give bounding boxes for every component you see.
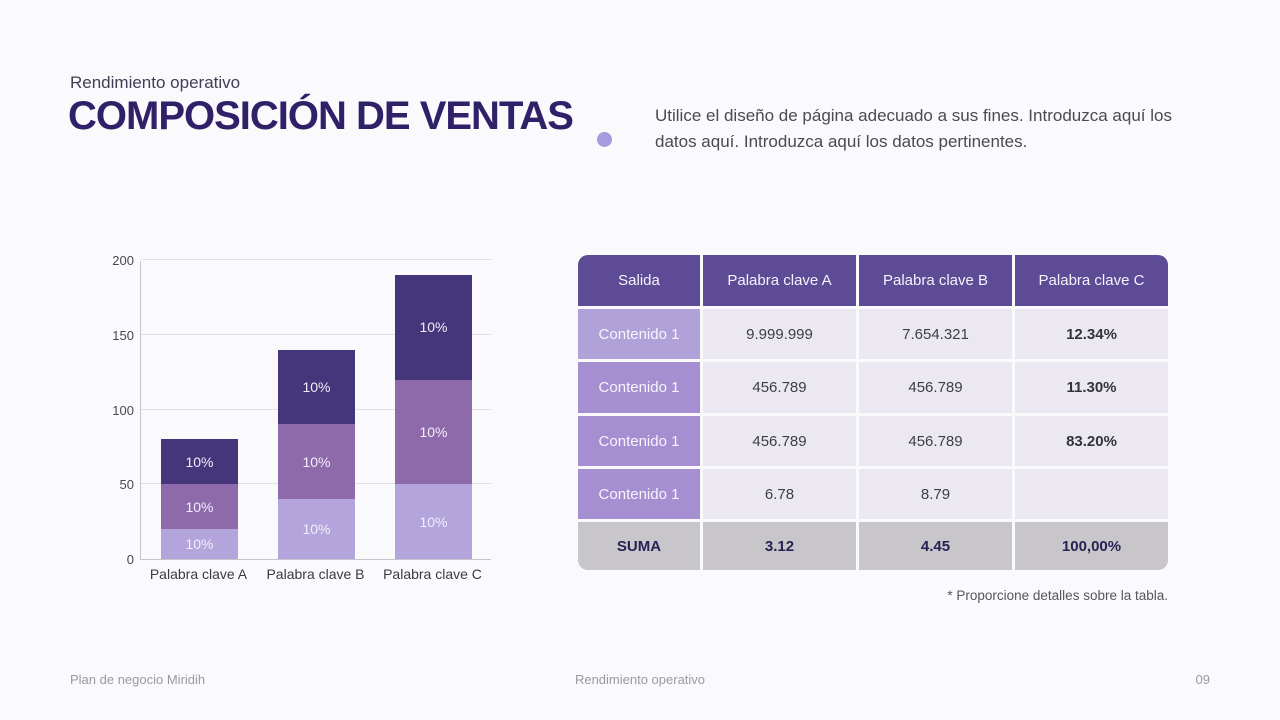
data-cell: 7.654.321 [859,309,1012,359]
bar-segment-segmento-inferior: 10% [395,484,472,559]
table-header-clave-a: Palabra clave A [703,255,856,306]
chart-plot: 0 50 100 150 200 10% 10% 10% 10% 10% 10% 10% 10% 10% [112,253,491,567]
data-cell: 6.78 [703,469,856,519]
data-cell: 456.789 [703,362,856,413]
data-table: Salida Palabra clave A Palabra clave B P… [578,255,1168,570]
sum-cell: 100,00% [1015,522,1168,570]
data-cell [1015,469,1168,519]
data-cell: 456.789 [859,416,1012,466]
y-axis-tick: 100 [112,402,134,418]
segment-data-label: 10% [419,319,448,336]
gridline [141,333,491,335]
data-cell: 12.34% [1015,309,1168,359]
page-title: COMPOSICIÓN DE VENTAS [68,94,574,138]
bar-segment-segmento-superior: 10% [278,349,355,425]
eyebrow-label: Rendimiento operativo [70,73,241,92]
table-header-clave-c: Palabra clave C [1015,255,1168,306]
data-cell: 8.79 [859,469,1012,519]
segment-data-label: 10% [419,423,448,440]
segment-data-label: 10% [185,536,214,553]
footer-section-title: Rendimiento operativo [574,672,706,687]
footer-document-title: Plan de negocio Miridih [70,672,206,687]
table-header-salida: Salida [578,255,700,306]
segment-data-label: 10% [302,453,331,470]
segment-data-label: 10% [419,513,448,530]
bar-segment-segmento-superior: 10% [161,439,238,485]
data-cell: 456.789 [859,362,1012,413]
bar-segment-segmento-medio: 10% [161,484,238,530]
row-label-cell: Contenido 1 [578,362,700,413]
segment-data-label: 10% [302,521,331,538]
y-axis-tick: 150 [112,327,134,343]
description-text: Utilice el diseño de página adecuado a s… [655,106,1172,152]
table-header-clave-b: Palabra clave B [859,255,1012,306]
row-label-cell: Contenido 1 [578,469,700,519]
bar-segment-segmento-medio: 10% [395,379,472,485]
bar-segment-segmento-medio: 10% [278,424,355,500]
segment-data-label: 10% [185,498,214,515]
segment-data-label: 10% [185,453,214,470]
data-cell: 11.30% [1015,362,1168,413]
row-label-cell: Contenido 1 [578,416,700,466]
stacked-bar-chart: 0 50 100 150 200 10% 10% 10% 10% 10% 10% 10% 10% 10% … [100,250,500,600]
data-cell: 9.999.999 [703,309,856,359]
bar-segment-segmento-inferior: 10% [161,529,238,559]
x-axis-labels: Palabra clave A Palabra clave B Palabra cl… [140,566,491,588]
data-cell: 456.789 [703,416,856,466]
segment-data-label: 10% [302,379,331,396]
data-cell: 83.20% [1015,416,1168,466]
bar-palabra-clave-b: 10% 10% 10% [278,349,355,559]
bar-segment-segmento-inferior: 10% [278,499,355,559]
x-axis-label: Palabra clave B [266,566,365,582]
sum-label-cell: SUMA [578,522,700,570]
bar-segment-segmento-superior: 10% [395,274,472,380]
page-number: 09 [1195,672,1210,687]
x-axis-label: Palabra clave C [383,566,482,582]
y-axis-tick: 50 [119,477,134,493]
accent-dot [597,132,612,147]
sum-cell: 3.12 [703,522,856,570]
y-axis-tick: 0 [126,552,134,567]
bar-palabra-clave-a: 10% 10% 10% [161,439,238,559]
bar-palabra-clave-c: 10% 10% 10% [395,274,472,559]
y-axis-tick: 200 [112,253,134,268]
x-axis-label: Palabra clave A [149,566,248,582]
gridline [141,259,491,260]
table-footnote: * Proporcione detalles sobre la tabla. [947,588,1168,603]
row-label-cell: Contenido 1 [578,309,700,359]
sum-cell: 4.45 [859,522,1012,570]
